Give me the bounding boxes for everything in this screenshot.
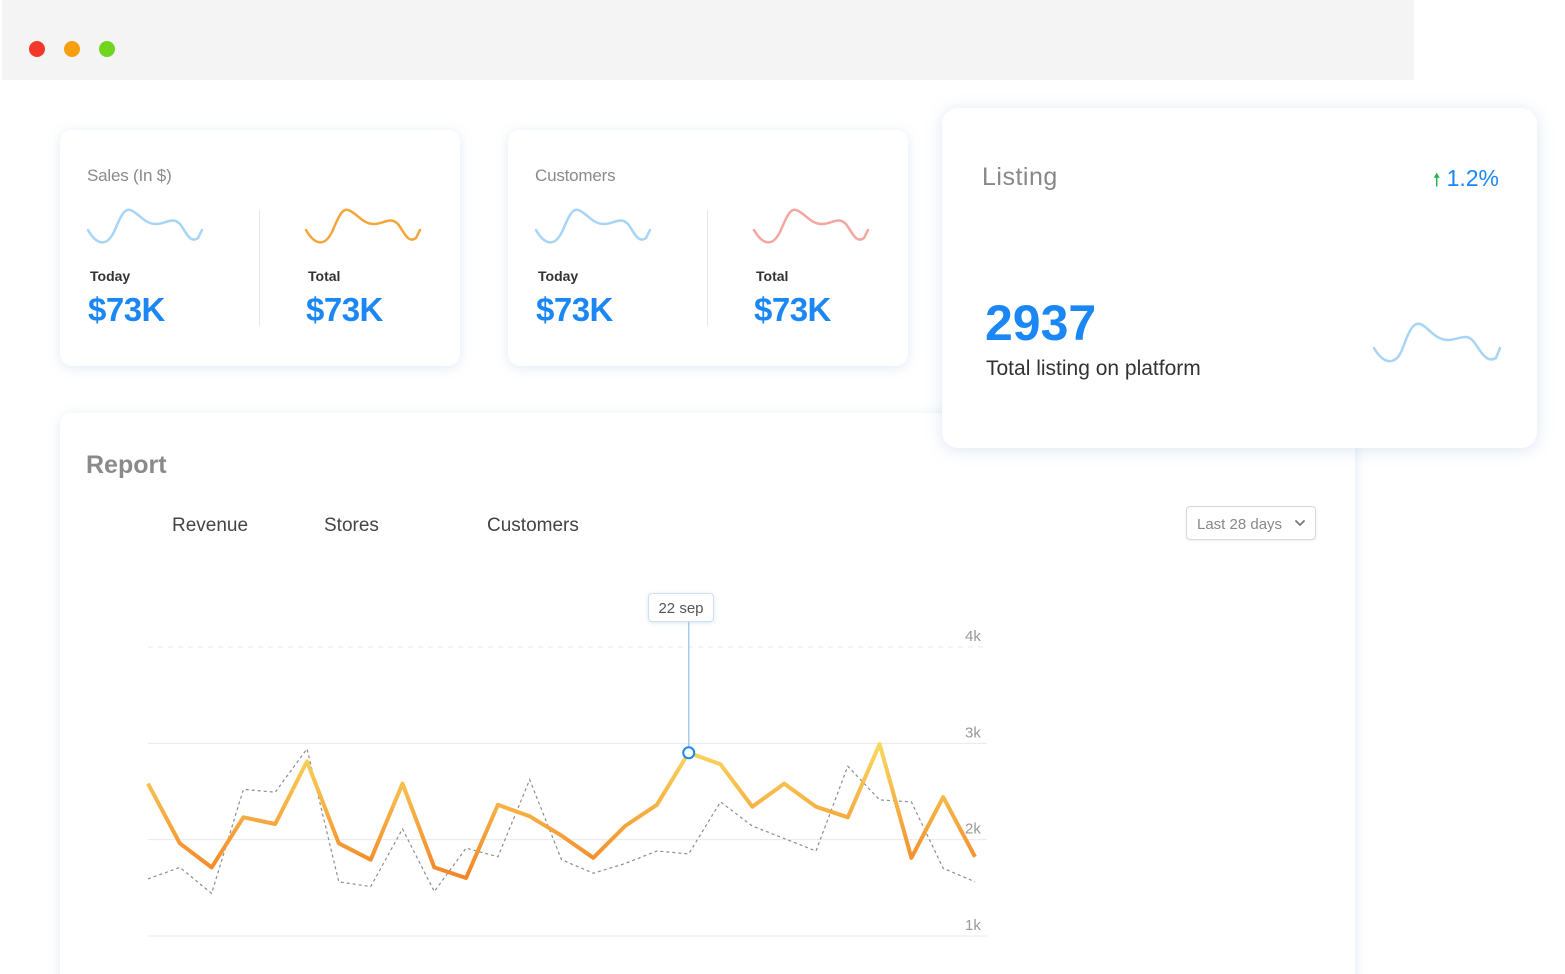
sales-card-title: Sales (In $) (87, 166, 172, 185)
chevron-down-icon (1295, 520, 1305, 526)
sales-today-label: Today (90, 268, 131, 284)
arrow-up-icon: 🠕 (1432, 170, 1441, 190)
listing-change-indicator: 🠕 1.2% (1433, 165, 1499, 198)
maximize-window-button[interactable] (99, 41, 115, 57)
window-titlebar (2, 0, 1414, 80)
card-divider (259, 210, 260, 326)
report-panel: Report Revenue Stores Customers Last 28 … (60, 413, 1355, 974)
listing-sparkline (1372, 322, 1502, 363)
sales-today-metric: Today $73K (86, 204, 226, 329)
card-divider (707, 210, 708, 326)
listing-total-value: 2937 (985, 295, 1097, 351)
report-line-chart: 4k 3k 2k 1k (146, 622, 987, 937)
customers-total-metric: Total $73K (752, 204, 892, 329)
listing-card-title: Listing (982, 163, 1058, 191)
customers-today-sparkline (534, 208, 652, 244)
customers-card: Customers Today $73K Total $73K (508, 130, 908, 366)
tab-revenue[interactable]: Revenue (172, 515, 249, 536)
report-title: Report (86, 451, 167, 479)
customers-total-sparkline (752, 208, 870, 244)
customers-card-title: Customers (535, 166, 616, 185)
sales-total-sparkline (304, 208, 422, 244)
y-tick-label: 4k (965, 628, 981, 645)
series-line-primary (146, 742, 977, 880)
listing-card: Listing 🠕 1.2% 2937 Total listing on plat… (942, 108, 1537, 448)
sales-total-metric: Total $73K (304, 204, 444, 329)
tab-stores[interactable]: Stores (324, 515, 379, 536)
customers-total-value: $73K (754, 291, 831, 328)
series-line-comparison (147, 747, 976, 895)
date-range-select[interactable]: Last 28 days (1186, 506, 1316, 540)
listing-change-value: 1.2% (1446, 165, 1499, 191)
sales-today-sparkline (86, 208, 204, 244)
customers-today-value: $73K (536, 291, 613, 328)
sales-today-value: $73K (88, 291, 165, 328)
y-tick-label: 3k (965, 724, 981, 741)
y-tick-label: 2k (965, 821, 981, 838)
customers-total-label: Total (756, 268, 789, 284)
sales-total-value: $73K (306, 291, 383, 328)
y-tick-label: 1k (965, 917, 981, 934)
customers-today-label: Today (538, 268, 579, 284)
tab-customers[interactable]: Customers (487, 515, 579, 536)
sales-card: Sales (In $) Today $73K Total $73K (60, 130, 460, 366)
date-range-value: Last 28 days (1197, 516, 1283, 533)
chart-tooltip: 22 sep (648, 593, 714, 622)
close-window-button[interactable] (29, 41, 45, 57)
listing-subtitle: Total listing on platform (986, 357, 1201, 380)
highlight-point[interactable] (682, 746, 696, 760)
sales-total-label: Total (308, 268, 341, 284)
customers-today-metric: Today $73K (534, 204, 674, 329)
minimize-window-button[interactable] (64, 41, 80, 57)
